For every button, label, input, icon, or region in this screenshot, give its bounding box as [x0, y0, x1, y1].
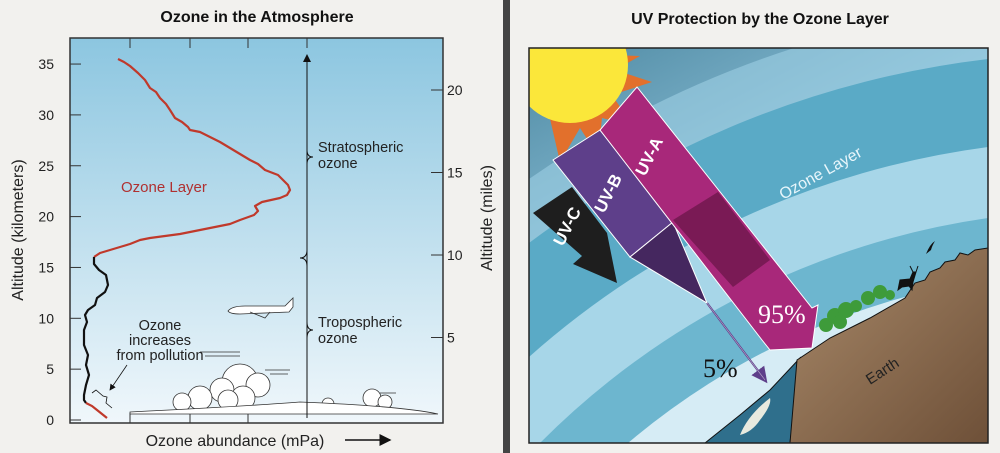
km-tick-label: 15	[38, 259, 54, 275]
pollution-label-line2: increases	[129, 333, 191, 349]
stratospheric-label-line1: Stratospheric	[318, 140, 403, 156]
km-tick-label: 5	[46, 361, 54, 377]
mile-tick-label: 10	[447, 247, 463, 263]
pollution-pointer-icon	[109, 364, 128, 391]
panel-divider	[503, 0, 510, 453]
airplane-illustration	[227, 297, 294, 319]
uv-b-arrow	[552, 129, 768, 384]
layer-braces	[299, 54, 314, 416]
whale-icon	[740, 398, 771, 435]
mile-tick-label: 20	[447, 82, 463, 98]
miles-axis: 5 10 15 20	[431, 82, 463, 346]
ocean	[704, 356, 801, 443]
right-frame	[528, 47, 989, 444]
pollution-brace	[91, 389, 113, 409]
left-title: Ozone in the Atmosphere	[160, 9, 353, 26]
tropospheric-label-line2: ozone	[318, 331, 358, 347]
km-tick-label: 10	[38, 310, 54, 326]
stratospheric-label-line2: ozone	[318, 156, 358, 172]
tropospheric-ozone-curve	[82, 257, 110, 404]
km-axis: 0 5 10 15 20 25 30 35	[38, 56, 81, 428]
km-tick-label: 30	[38, 107, 54, 123]
plot-area	[69, 37, 444, 424]
trees-icon	[819, 285, 895, 332]
uv-c-arrow	[533, 187, 617, 283]
right-title: UV Protection by the Ozone Layer	[631, 11, 889, 28]
mile-tick-label: 15	[447, 165, 463, 181]
pollution-ozone-curve	[85, 402, 108, 419]
bird-icon	[926, 241, 935, 254]
uv-protection-panel: UV Protection by the Ozone Layer Ozone L…	[528, 11, 989, 444]
x-axis-label: Ozone abundance (mPa)	[146, 433, 325, 450]
tropospheric-label-line1: Tropospheric	[318, 315, 402, 331]
pollution-label-line3: from pollution	[116, 348, 203, 364]
pollution-label-line1: Ozone	[139, 318, 182, 334]
earth-land	[789, 247, 988, 443]
ozone-profile-panel: Ozone in the Atmosphere 0 5 10 15 20 25 30 35 5…	[10, 9, 496, 450]
ozone-layer-label: Ozone Layer	[121, 179, 207, 196]
deer-icon	[897, 265, 919, 292]
km-tick-label: 25	[38, 158, 54, 174]
ozone-layer-curve	[93, 58, 292, 258]
clouds-illustration	[129, 351, 439, 415]
uv-b-percentage: 5%	[703, 354, 738, 383]
km-tick-label: 0	[46, 412, 54, 428]
km-tick-label: 20	[38, 209, 54, 225]
uv-a-arrow	[599, 86, 819, 351]
sun-icon	[529, 48, 652, 162]
uv-a-percentage: 95%	[758, 300, 806, 329]
mile-tick-label: 5	[447, 330, 455, 346]
km-tick-label: 35	[38, 56, 54, 72]
y-axis-label-km: Altitude (kilometers)	[10, 159, 27, 300]
frame-ticks	[129, 38, 308, 423]
y-axis-label-miles: Altitude (miles)	[479, 165, 496, 271]
